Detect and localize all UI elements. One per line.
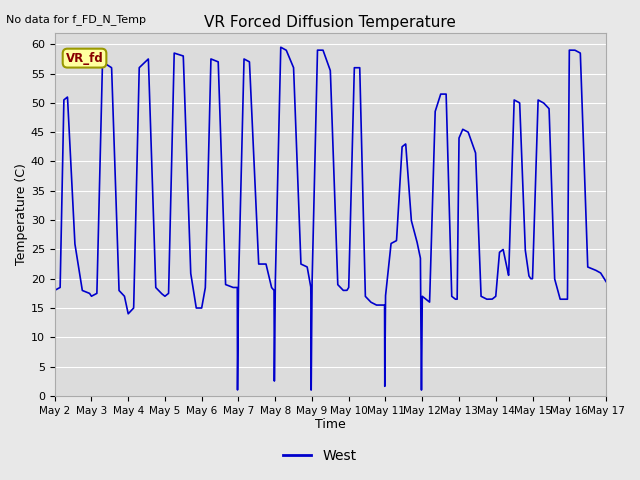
Text: No data for f_FD_N_Temp: No data for f_FD_N_Temp bbox=[6, 14, 147, 25]
X-axis label: Time: Time bbox=[315, 419, 346, 432]
Title: VR Forced Diffusion Temperature: VR Forced Diffusion Temperature bbox=[204, 15, 456, 30]
Y-axis label: Temperature (C): Temperature (C) bbox=[15, 163, 28, 265]
Text: VR_fd: VR_fd bbox=[66, 52, 104, 65]
Legend: West: West bbox=[278, 443, 362, 468]
